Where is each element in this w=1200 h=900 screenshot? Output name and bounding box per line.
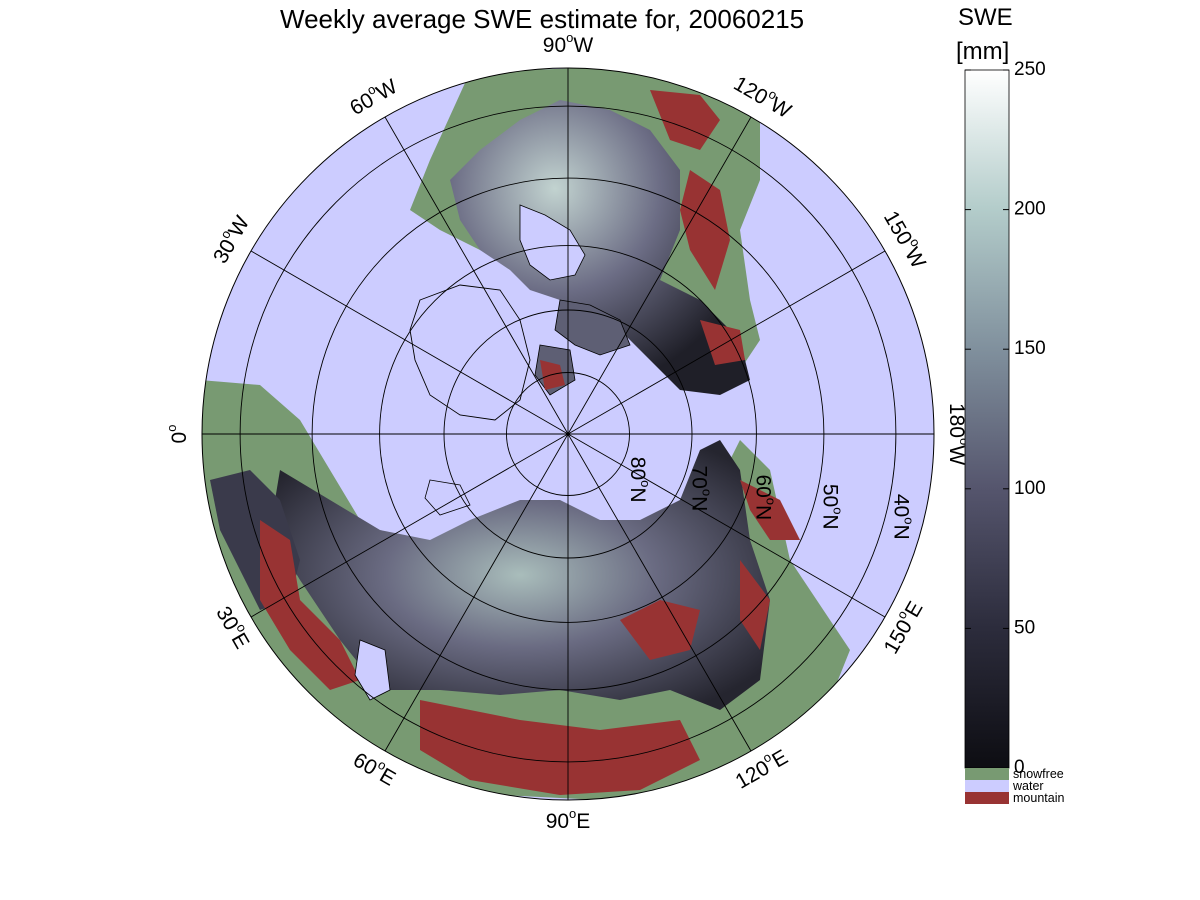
longitude-labels: 90oW120oW150oW180oW150oE120oE90oE60oE30o… <box>164 30 972 833</box>
category-swatch-mountain <box>965 792 1009 804</box>
map-border <box>201 67 935 801</box>
colorbar-tick-label: 100 <box>1014 478 1046 499</box>
colorbar-gradient <box>964 69 1010 769</box>
longitude-label: 0o <box>164 425 191 444</box>
colorbar-unit: [mm] <box>956 38 1010 65</box>
hudson-bay <box>519 204 586 281</box>
north-america-snow <box>450 100 750 395</box>
colorbar-ticks: 0 50 100 150 200 250 <box>965 59 1046 778</box>
greenland-outline <box>409 284 531 421</box>
colorbar-title: SWE <box>958 4 1013 31</box>
longitude-label: 180oW <box>945 403 972 465</box>
latitude-label: 40oN <box>890 494 917 540</box>
longitude-label: 30oE <box>212 601 257 653</box>
category-label-snowfree: snowfree <box>1013 767 1064 781</box>
mountain-patches <box>260 90 800 795</box>
latitude-label: 70oN <box>688 465 715 511</box>
meridian <box>250 250 886 618</box>
graticule <box>202 68 934 800</box>
latitude-label: 60oN <box>752 474 779 520</box>
longitude-label: 90oW <box>543 30 594 57</box>
category-label-mountain: mountain <box>1013 791 1064 805</box>
category-swatch-water <box>965 780 1009 792</box>
colorbar-tick-label: 50 <box>1014 617 1035 638</box>
colorbar-tick-label: 0 <box>1014 757 1025 778</box>
colorbar-tick-label: 200 <box>1014 199 1046 220</box>
colorbar-tick-label: 150 <box>1014 338 1046 359</box>
category-label-water: water <box>1012 779 1044 793</box>
map-title: Weekly average SWE estimate for, 2006021… <box>280 4 805 34</box>
latitude-label: 50oN <box>819 484 846 530</box>
latitude-label: 80oN <box>626 457 653 503</box>
category-swatch-snowfree <box>965 768 1009 780</box>
longitude-label: 90oE <box>546 806 591 833</box>
colorbar-tick-label: 250 <box>1014 59 1046 80</box>
latitude-labels: 80oN 70oN 60oN 50oN 40oN <box>626 457 916 540</box>
